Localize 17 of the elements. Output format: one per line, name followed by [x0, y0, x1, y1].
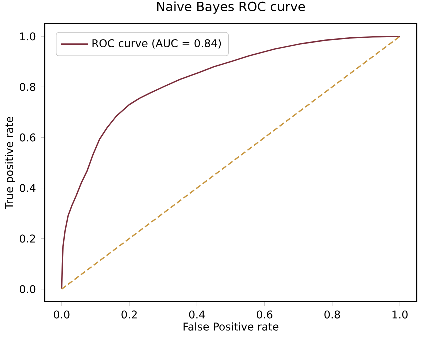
y-tick-label: 0.0	[20, 285, 36, 294]
y-tick-label: 0.6	[20, 134, 36, 142]
x-axis-title: False Positive rate	[184, 322, 279, 331]
y-tick-label: 0.2	[20, 234, 36, 243]
y-axis-title: True positive rate	[5, 117, 16, 210]
x-tick-label: 0.0	[54, 310, 70, 319]
x-tick-label: 1.0	[392, 310, 408, 319]
x-tick-label: 0.8	[324, 310, 340, 319]
chart-title: Naive Bayes ROC curve	[157, 2, 306, 14]
y-tick-label: 0.4	[20, 184, 36, 192]
y-tick-label: 1.0	[20, 32, 36, 41]
line-series	[61, 36, 401, 290]
x-tick-label: 0.6	[257, 310, 273, 319]
y-tick-label: 0.8	[20, 83, 36, 92]
legend-label: ROC curve (AUC = 0.84)	[92, 39, 222, 49]
x-tick-label: 0.2	[122, 310, 137, 319]
x-tick-label: 0.4	[189, 310, 206, 319]
